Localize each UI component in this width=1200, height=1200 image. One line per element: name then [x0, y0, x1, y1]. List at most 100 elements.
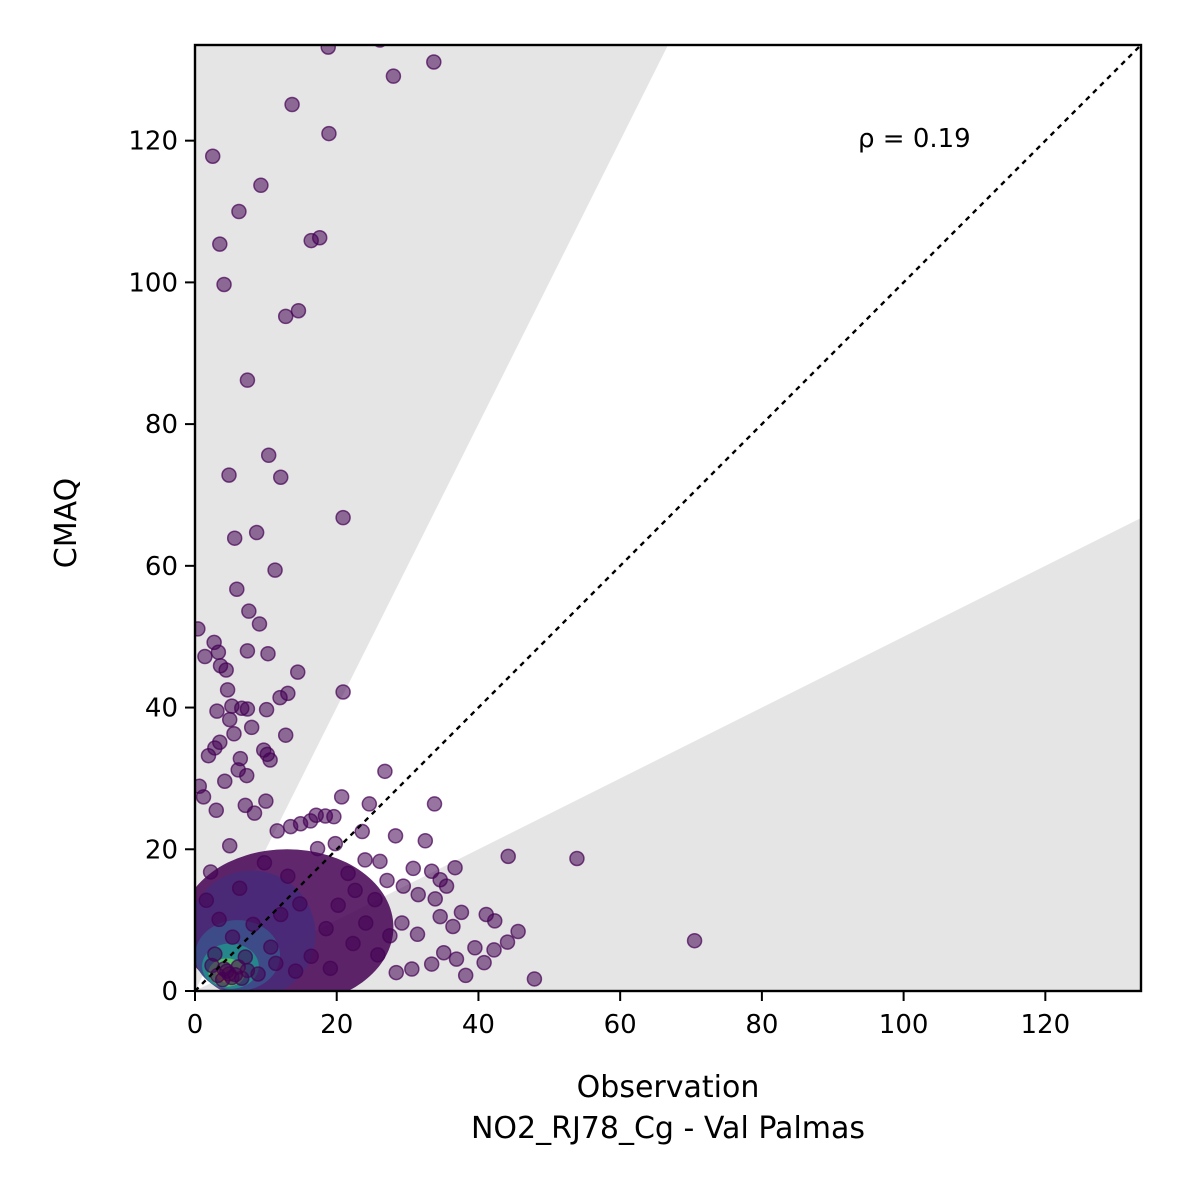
- data-point: [204, 148, 221, 165]
- data-point: [309, 840, 326, 857]
- data-point: [322, 960, 339, 977]
- data-point: [221, 837, 238, 854]
- data-point: [417, 833, 434, 849]
- data-point: [210, 644, 227, 661]
- data-point: [321, 125, 337, 142]
- data-point: [447, 859, 463, 876]
- data-point: [243, 719, 260, 736]
- data-point: [239, 372, 256, 388]
- data-point: [241, 603, 257, 619]
- y-tick-label: 20: [145, 835, 178, 865]
- data-point: [526, 971, 543, 987]
- data-point: [262, 752, 278, 768]
- data-point: [395, 878, 412, 894]
- data-point: [394, 915, 410, 931]
- data-point: [256, 854, 273, 871]
- data-point: [216, 276, 232, 293]
- data-point: [198, 892, 215, 909]
- data-point: [426, 54, 442, 70]
- data-point: [377, 763, 393, 780]
- data-point: [347, 882, 363, 899]
- x-axis-sublabel: NO2_RJ78_Cg - Val Palmas: [471, 1111, 865, 1146]
- x-tick-label: 120: [1021, 1010, 1071, 1040]
- data-point: [476, 954, 492, 971]
- data-point: [211, 911, 227, 928]
- data-point: [248, 524, 265, 541]
- data-point: [195, 789, 212, 805]
- data-point: [195, 621, 206, 637]
- data-point: [200, 747, 217, 764]
- x-tick-label: 20: [320, 1010, 353, 1040]
- data-point: [320, 45, 336, 55]
- data-point: [435, 944, 452, 961]
- data-point: [280, 868, 296, 884]
- data-point: [208, 802, 225, 819]
- data-point: [226, 530, 243, 546]
- data-point: [303, 948, 319, 965]
- data-point: [258, 793, 274, 809]
- data-point: [510, 923, 526, 940]
- data-point: [357, 852, 373, 868]
- data-point: [219, 682, 236, 698]
- y-tick-label: 100: [128, 268, 178, 298]
- data-point: [202, 864, 219, 880]
- data-point: [284, 96, 300, 113]
- data-point: [258, 701, 275, 718]
- data-point: [290, 302, 307, 319]
- data-point: [268, 955, 284, 972]
- data-point: [267, 562, 283, 578]
- y-tick-label: 80: [145, 410, 178, 440]
- rho-annotation: ρ = 0.19: [858, 124, 971, 154]
- y-tick-label: 60: [145, 552, 178, 582]
- data-point: [318, 920, 334, 937]
- data-point: [303, 232, 319, 249]
- data-point: [217, 773, 233, 790]
- data-point: [229, 581, 245, 597]
- y-axis: 0 20 40 60 80 100 120: [128, 127, 195, 1007]
- data-point: [438, 878, 455, 894]
- plot-frame: [193, 43, 1143, 993]
- y-tick-label: 120: [128, 127, 178, 157]
- data-point: [282, 818, 299, 835]
- data-point: [370, 947, 386, 963]
- data-point: [287, 963, 304, 979]
- data-point: [335, 509, 351, 526]
- data-point: [686, 932, 703, 949]
- data-point: [327, 835, 344, 852]
- data-point: [272, 469, 289, 486]
- data-point: [218, 662, 234, 678]
- data-point: [340, 865, 356, 882]
- data-point: [263, 939, 279, 955]
- data-point: [404, 961, 420, 977]
- data-point: [277, 727, 294, 743]
- data-point: [272, 689, 288, 706]
- plot-area: [195, 45, 1141, 991]
- data-point: [405, 860, 422, 877]
- scatter-points: [195, 45, 703, 988]
- data-point: [453, 904, 470, 921]
- data-point: [499, 934, 516, 950]
- data-point: [354, 823, 370, 840]
- data-point: [457, 967, 474, 984]
- data-point: [231, 880, 248, 897]
- data-point: [326, 808, 342, 825]
- data-point: [423, 956, 440, 972]
- data-point: [239, 701, 256, 717]
- y-tick-label: 0: [161, 977, 178, 1007]
- data-point: [272, 906, 289, 923]
- x-tick-label: 40: [462, 1010, 495, 1040]
- data-point: [382, 927, 398, 944]
- data-point: [445, 918, 461, 935]
- data-point: [361, 796, 378, 812]
- x-tick-label: 0: [187, 1010, 204, 1040]
- data-point: [410, 886, 426, 903]
- data-point: [253, 177, 269, 194]
- data-point: [500, 848, 516, 865]
- data-point: [251, 616, 268, 632]
- data-point: [239, 962, 256, 979]
- data-point: [246, 805, 263, 821]
- data-point: [333, 789, 350, 805]
- data-point: [260, 447, 277, 464]
- data-point: [269, 823, 285, 839]
